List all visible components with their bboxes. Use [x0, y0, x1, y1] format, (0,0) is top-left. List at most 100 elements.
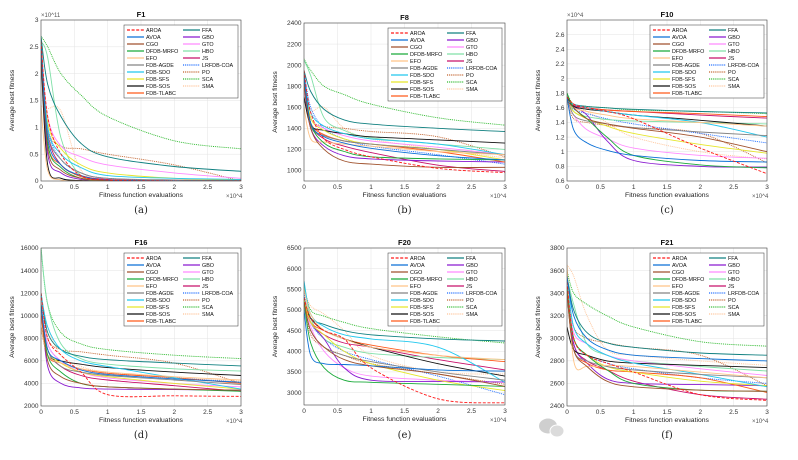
watermark-logo: [539, 418, 565, 438]
legend-item: AROA: [391, 31, 426, 37]
x-axis-label: Fitness function evaluations: [363, 192, 447, 199]
y-tick-label: 2.4: [555, 46, 564, 53]
legend-label: GTO: [202, 42, 214, 48]
legend-label: LRFDB-COA: [202, 291, 234, 297]
legend-item: FDB-SFS: [391, 80, 433, 86]
legend-item: GTO: [709, 42, 740, 48]
chart-title: F21: [661, 238, 674, 247]
legend-label: FDB-SFS: [146, 305, 169, 311]
x-tick-label: 1: [106, 409, 110, 416]
y-tick-label: 5000: [287, 307, 302, 314]
y-tick-label: 1.2: [555, 134, 564, 141]
legend-item: FDB-SOS: [653, 84, 696, 90]
legend-box: [123, 24, 239, 99]
y-tick-label: 1200: [287, 147, 302, 154]
x-tick-label: 1.5: [662, 409, 671, 416]
axes-frame: [566, 247, 768, 407]
y-tick-label: 2400: [287, 20, 302, 27]
series-line-dfdb-mrfo: [304, 301, 505, 387]
series-line-po: [41, 293, 241, 384]
legend-item: AROA: [127, 256, 162, 262]
legend-item: AVOA: [391, 38, 425, 44]
x-axis-label: Fitness function evaluations: [363, 416, 447, 423]
y-axis-label: Average best fitness: [535, 69, 542, 131]
series-line-po: [567, 100, 767, 164]
legend: AROAAVOACGODFDB-MRFOEFOFDB-AGDEFDB-SDOFD…: [123, 24, 239, 99]
y-tick-label: 0.6: [555, 178, 564, 185]
legend-label: SMA: [728, 312, 740, 318]
legend-label: SMA: [202, 312, 214, 318]
legend-box: [123, 252, 239, 327]
y-tick-label: 1.5: [29, 98, 38, 105]
series-line-avoa: [567, 96, 767, 163]
x-tick-label: 1.5: [400, 184, 409, 191]
legend-item: FDB-SFS: [127, 77, 169, 83]
legend-item: FFA: [447, 31, 476, 37]
legend-item: FDB-AGDE: [653, 63, 700, 69]
legend-label: JS: [202, 56, 209, 62]
legend-label: DFDB-MRFO: [146, 277, 178, 283]
legend-item: AROA: [391, 256, 426, 262]
legend-item: HBO: [447, 52, 478, 58]
legend-label: FFA: [728, 28, 738, 34]
y-tick-label: 0.5: [29, 151, 38, 158]
x-tick-label: 3: [239, 409, 243, 416]
x-tick-label: 3: [765, 409, 769, 416]
legend-label: EFO: [672, 56, 683, 62]
legend-item: LRFDB-COA: [709, 63, 760, 69]
x-tick-label: 2: [436, 184, 440, 191]
legend-label: PO: [202, 70, 210, 76]
series-line-lrfdb-coa: [567, 281, 767, 384]
legend-item: EFO: [391, 59, 421, 65]
legend-item: SCA: [447, 80, 477, 86]
legend-label: CGO: [146, 42, 158, 48]
y-tick-label: 2200: [287, 41, 302, 48]
legend-item: FDB-AGDE: [391, 66, 438, 72]
y-tick-label: 3400: [550, 290, 565, 297]
y-tick-label: 1400: [287, 126, 302, 133]
legend-label: GTO: [728, 270, 740, 276]
x-tick-label: 0: [302, 184, 306, 191]
series-line-lrfdb-coa: [567, 100, 767, 144]
x-tick-label: 2: [173, 184, 177, 191]
legend-label: FDB-SFS: [672, 77, 695, 83]
legend-label: LRFDB-COA: [466, 291, 498, 297]
subfigure-caption: (e): [398, 430, 412, 441]
legend-item: SMA: [183, 312, 214, 318]
legend-label: PO: [466, 73, 474, 79]
series-line-cgo: [304, 301, 505, 387]
legend-label: PO: [728, 70, 736, 76]
legend-item: GBO: [447, 263, 478, 269]
legend-item: FDB-TLABC: [127, 91, 176, 97]
legend-item: DFDB-MRFO: [391, 277, 442, 283]
legend-label: HBO: [202, 49, 214, 55]
legend-label: HBO: [466, 52, 478, 58]
y-tick-label: 4000: [24, 381, 39, 388]
x-tick-label: 2.5: [467, 184, 476, 191]
legend-label: JS: [466, 59, 473, 65]
x-tick-label: 3: [765, 184, 769, 191]
series-line-avoa: [567, 276, 767, 362]
y-tick-label: 14000: [20, 268, 38, 275]
y-tick-label: 4500: [287, 328, 302, 335]
legend-label: AROA: [410, 31, 426, 37]
series-line-sca: [41, 248, 241, 360]
x-tick-label: 2.5: [203, 409, 212, 416]
legend-item: CGO: [127, 42, 158, 48]
y-tick-label: 2: [561, 76, 565, 83]
legend-item: FDB-AGDE: [127, 291, 174, 297]
legend-item: FDB-SDO: [127, 298, 170, 304]
legend-label: AVOA: [672, 35, 687, 41]
y-axis-label: Average best fitness: [9, 69, 16, 131]
series-line-aroa: [304, 70, 505, 174]
x-tick-label: 1.5: [662, 184, 671, 191]
legend-item: CGO: [391, 270, 422, 276]
legend-item: AVOA: [127, 263, 161, 269]
series-line-fdb-sfs: [567, 100, 767, 154]
legend-label: GTO: [728, 42, 740, 48]
y-tick-label: 6500: [287, 245, 302, 252]
series-line-aroa: [41, 293, 241, 398]
legend-item: SCA: [183, 77, 213, 83]
y-tick-label: 16000: [20, 245, 38, 252]
legend-label: AVOA: [672, 263, 687, 269]
